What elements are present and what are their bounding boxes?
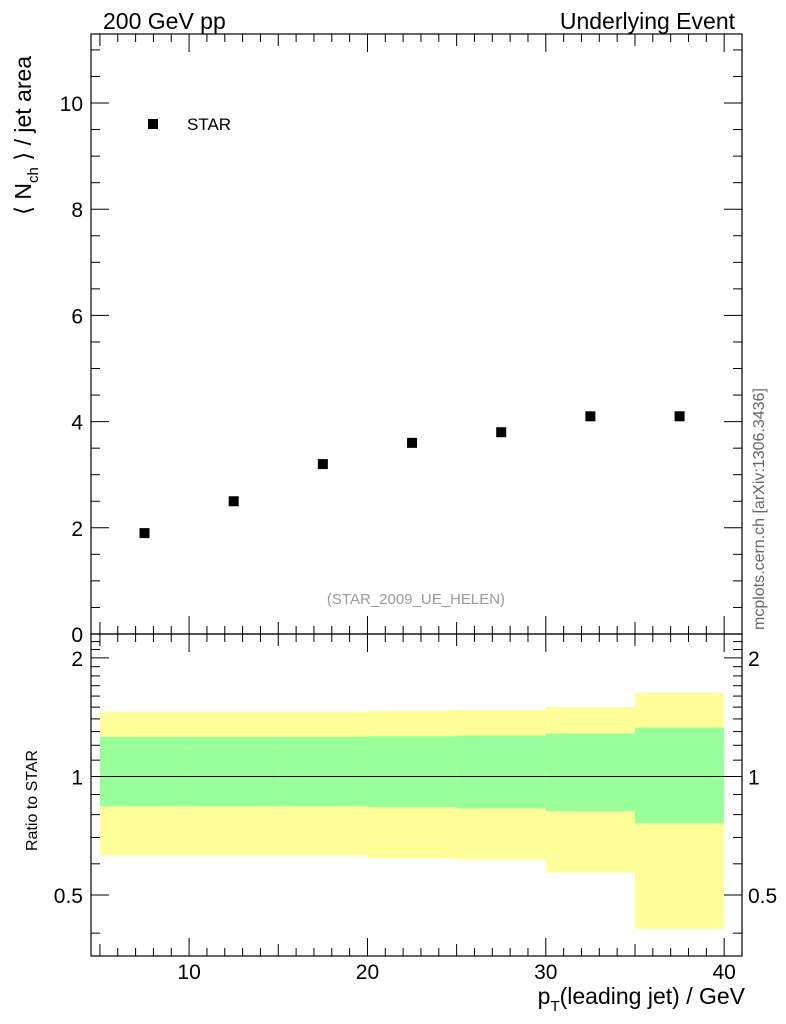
ratio-frame xyxy=(90,633,743,957)
header-left-label: 200 GeV pp xyxy=(103,8,226,34)
analysis-label: (STAR_2009_UE_HELEN) xyxy=(327,591,505,608)
side-label: mcplots.cern.ch [arXiv:1306.3436] xyxy=(751,388,768,630)
ratio-y-tick-label-right: 2 xyxy=(748,648,760,671)
ratio-panel: 0.5 0.5 1 1 2 2 10 20 30 40 Ratio to STAR pT(lea… xyxy=(24,633,777,1015)
ratio-y-tick-label-left: 2 xyxy=(71,648,83,671)
x-tick-label: 20 xyxy=(356,961,379,984)
main-y-tick-label: 0 xyxy=(71,624,83,647)
x-label-sub: T xyxy=(550,998,559,1015)
ratio-bands xyxy=(99,692,725,929)
x-label-rest: (leading jet) / GeV xyxy=(560,983,746,1009)
inner-uncertainty-band xyxy=(634,727,725,824)
legend-label-star: STAR xyxy=(187,115,231,134)
inner-uncertainty-band xyxy=(545,733,635,812)
main-y-axis-label: ⟨ Nch ⟩ / jet area xyxy=(10,56,42,215)
ratio-y-tick-labels: 0.5 0.5 1 1 2 2 xyxy=(54,648,777,908)
ratio-y-tick-label-left: 0.5 xyxy=(54,885,83,908)
main-data-points xyxy=(139,411,685,539)
x-tick-label: 40 xyxy=(712,961,735,984)
inner-uncertainty-band xyxy=(278,736,368,807)
ratio-y-tick-label-right: 0.5 xyxy=(748,885,777,908)
header-right-label: Underlying Event xyxy=(560,8,736,34)
data-point-star xyxy=(407,437,418,448)
data-point-star xyxy=(139,528,150,539)
inner-uncertainty-band xyxy=(189,736,279,807)
ratio-axis-ticks xyxy=(91,634,743,956)
ratio-y-tick-label-right: 1 xyxy=(748,766,760,789)
data-point-star xyxy=(674,411,685,422)
x-tick-labels: 10 20 30 40 xyxy=(177,961,735,984)
data-point-star xyxy=(585,411,596,422)
data-point-star xyxy=(496,427,507,438)
main-y-tick-label: 4 xyxy=(71,412,83,435)
data-point-star xyxy=(317,459,328,470)
x-axis-label: pT(leading jet) / GeV xyxy=(538,983,746,1015)
main-y-tick-label: 2 xyxy=(71,518,83,541)
main-y-tick-label: 6 xyxy=(71,305,83,328)
main-y-tick-label: 10 xyxy=(60,93,83,116)
x-tick-label: 10 xyxy=(177,961,200,984)
inner-uncertainty-band xyxy=(99,736,190,807)
inner-uncertainty-band xyxy=(456,735,546,809)
ratio-y-tick-label-left: 1 xyxy=(71,766,83,789)
main-y-label-main: ⟨ N xyxy=(10,183,36,215)
main-y-label-rest: ⟩ / jet area xyxy=(10,56,36,167)
data-point-star xyxy=(228,496,239,507)
x-label-main: p xyxy=(538,983,551,1009)
x-tick-label: 30 xyxy=(534,961,557,984)
inner-uncertainty-band xyxy=(367,736,457,808)
main-y-tick-label: 8 xyxy=(71,199,83,222)
main-y-label-sub: ch xyxy=(25,167,42,183)
ratio-y-axis-label: Ratio to STAR xyxy=(24,750,41,851)
legend-marker xyxy=(148,119,158,129)
main-panel: 0 2 4 6 8 10 STAR (STAR_2009_UE_HELEN) ⟨ Nch … xyxy=(10,33,743,647)
main-y-tick-labels: 0 2 4 6 8 10 xyxy=(60,93,84,647)
